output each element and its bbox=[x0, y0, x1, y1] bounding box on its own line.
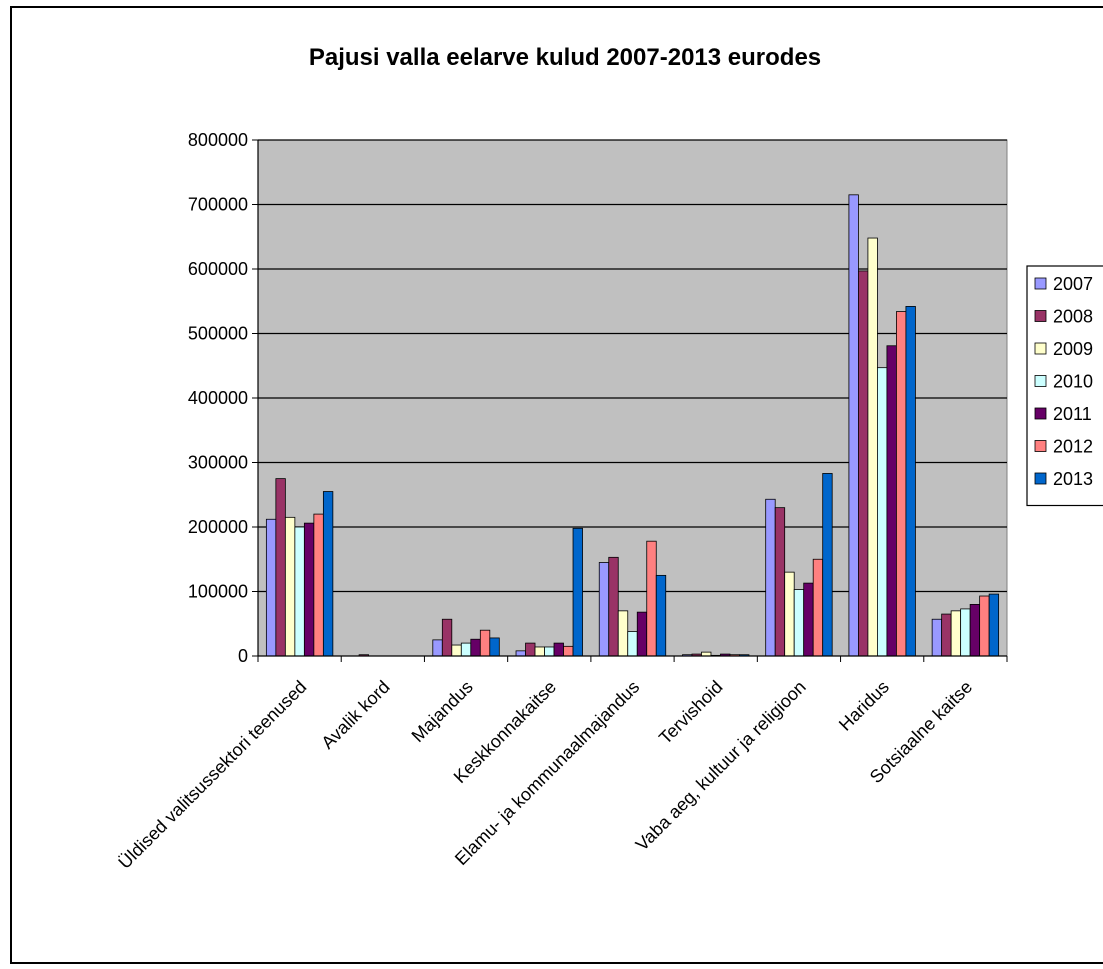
bar bbox=[775, 508, 785, 656]
legend-label: 2013 bbox=[1053, 469, 1093, 489]
bar bbox=[961, 609, 971, 656]
bar bbox=[285, 517, 295, 656]
bar bbox=[490, 638, 500, 656]
bar bbox=[951, 611, 961, 656]
bar bbox=[942, 614, 952, 656]
bar bbox=[433, 640, 443, 656]
bar bbox=[785, 572, 795, 656]
x-tick-label: Majandus bbox=[408, 677, 477, 746]
y-tick-label: 800000 bbox=[188, 130, 248, 150]
bar bbox=[276, 479, 286, 656]
bar bbox=[564, 646, 574, 656]
x-tick-label: Haridus bbox=[835, 677, 893, 735]
y-tick-label: 0 bbox=[238, 646, 248, 666]
bar bbox=[304, 523, 314, 656]
bar bbox=[813, 559, 823, 656]
x-tick-label: Vaba aeg, kultuur ja religioon bbox=[632, 677, 810, 855]
bar bbox=[656, 575, 666, 656]
legend-label: 2007 bbox=[1053, 274, 1093, 294]
bar bbox=[628, 631, 638, 656]
bar bbox=[535, 647, 545, 656]
bar bbox=[794, 590, 804, 656]
legend-label: 2010 bbox=[1053, 372, 1093, 392]
legend-swatch bbox=[1035, 441, 1046, 452]
bar bbox=[545, 647, 555, 656]
bar bbox=[461, 643, 471, 656]
bar bbox=[858, 271, 868, 656]
legend-swatch bbox=[1035, 343, 1046, 354]
bar bbox=[471, 639, 481, 656]
bar bbox=[266, 519, 276, 656]
bar bbox=[970, 604, 980, 656]
bar bbox=[573, 528, 583, 656]
x-tick-label: Elamu- ja kommunaalmajandus bbox=[451, 677, 643, 869]
bar bbox=[896, 312, 906, 656]
bar bbox=[323, 492, 333, 656]
legend-label: 2012 bbox=[1053, 437, 1093, 457]
bar bbox=[516, 651, 526, 656]
bar bbox=[452, 645, 462, 656]
bar bbox=[932, 619, 942, 656]
bar bbox=[314, 514, 324, 656]
bar bbox=[887, 346, 897, 656]
bar bbox=[599, 562, 609, 656]
legend-swatch bbox=[1035, 278, 1046, 289]
legend-swatch bbox=[1035, 376, 1046, 387]
legend-label: 2011 bbox=[1053, 404, 1092, 424]
y-tick-label: 600000 bbox=[188, 259, 248, 279]
legend-swatch bbox=[1035, 311, 1046, 322]
bar bbox=[906, 306, 916, 656]
bar bbox=[526, 643, 536, 656]
bar bbox=[804, 583, 814, 656]
bar bbox=[554, 643, 564, 656]
bar bbox=[877, 368, 887, 656]
x-tick-label: Avalik kord bbox=[317, 677, 393, 753]
bar bbox=[766, 499, 776, 656]
bar bbox=[609, 557, 619, 656]
y-tick-label: 100000 bbox=[188, 582, 248, 602]
bar bbox=[295, 527, 305, 656]
bar bbox=[823, 473, 833, 656]
legend-swatch bbox=[1035, 408, 1046, 419]
y-tick-label: 400000 bbox=[188, 388, 248, 408]
bar bbox=[637, 612, 647, 656]
bar bbox=[647, 541, 657, 656]
bar bbox=[480, 630, 490, 656]
bar bbox=[868, 238, 878, 656]
y-tick-label: 200000 bbox=[188, 517, 248, 537]
bar bbox=[849, 195, 859, 656]
bar bbox=[989, 594, 999, 656]
y-tick-label: 700000 bbox=[188, 195, 248, 215]
legend-swatch bbox=[1035, 473, 1046, 484]
bar bbox=[618, 611, 628, 656]
y-tick-label: 500000 bbox=[188, 324, 248, 344]
legend-label: 2008 bbox=[1053, 307, 1093, 327]
legend-label: 2009 bbox=[1053, 339, 1093, 359]
bar bbox=[980, 596, 990, 656]
x-tick-label: Tervishoid bbox=[655, 677, 726, 748]
y-tick-label: 300000 bbox=[188, 453, 248, 473]
bar bbox=[442, 619, 452, 656]
x-tick-label: Üldised valitsussektori teenused bbox=[114, 677, 310, 873]
